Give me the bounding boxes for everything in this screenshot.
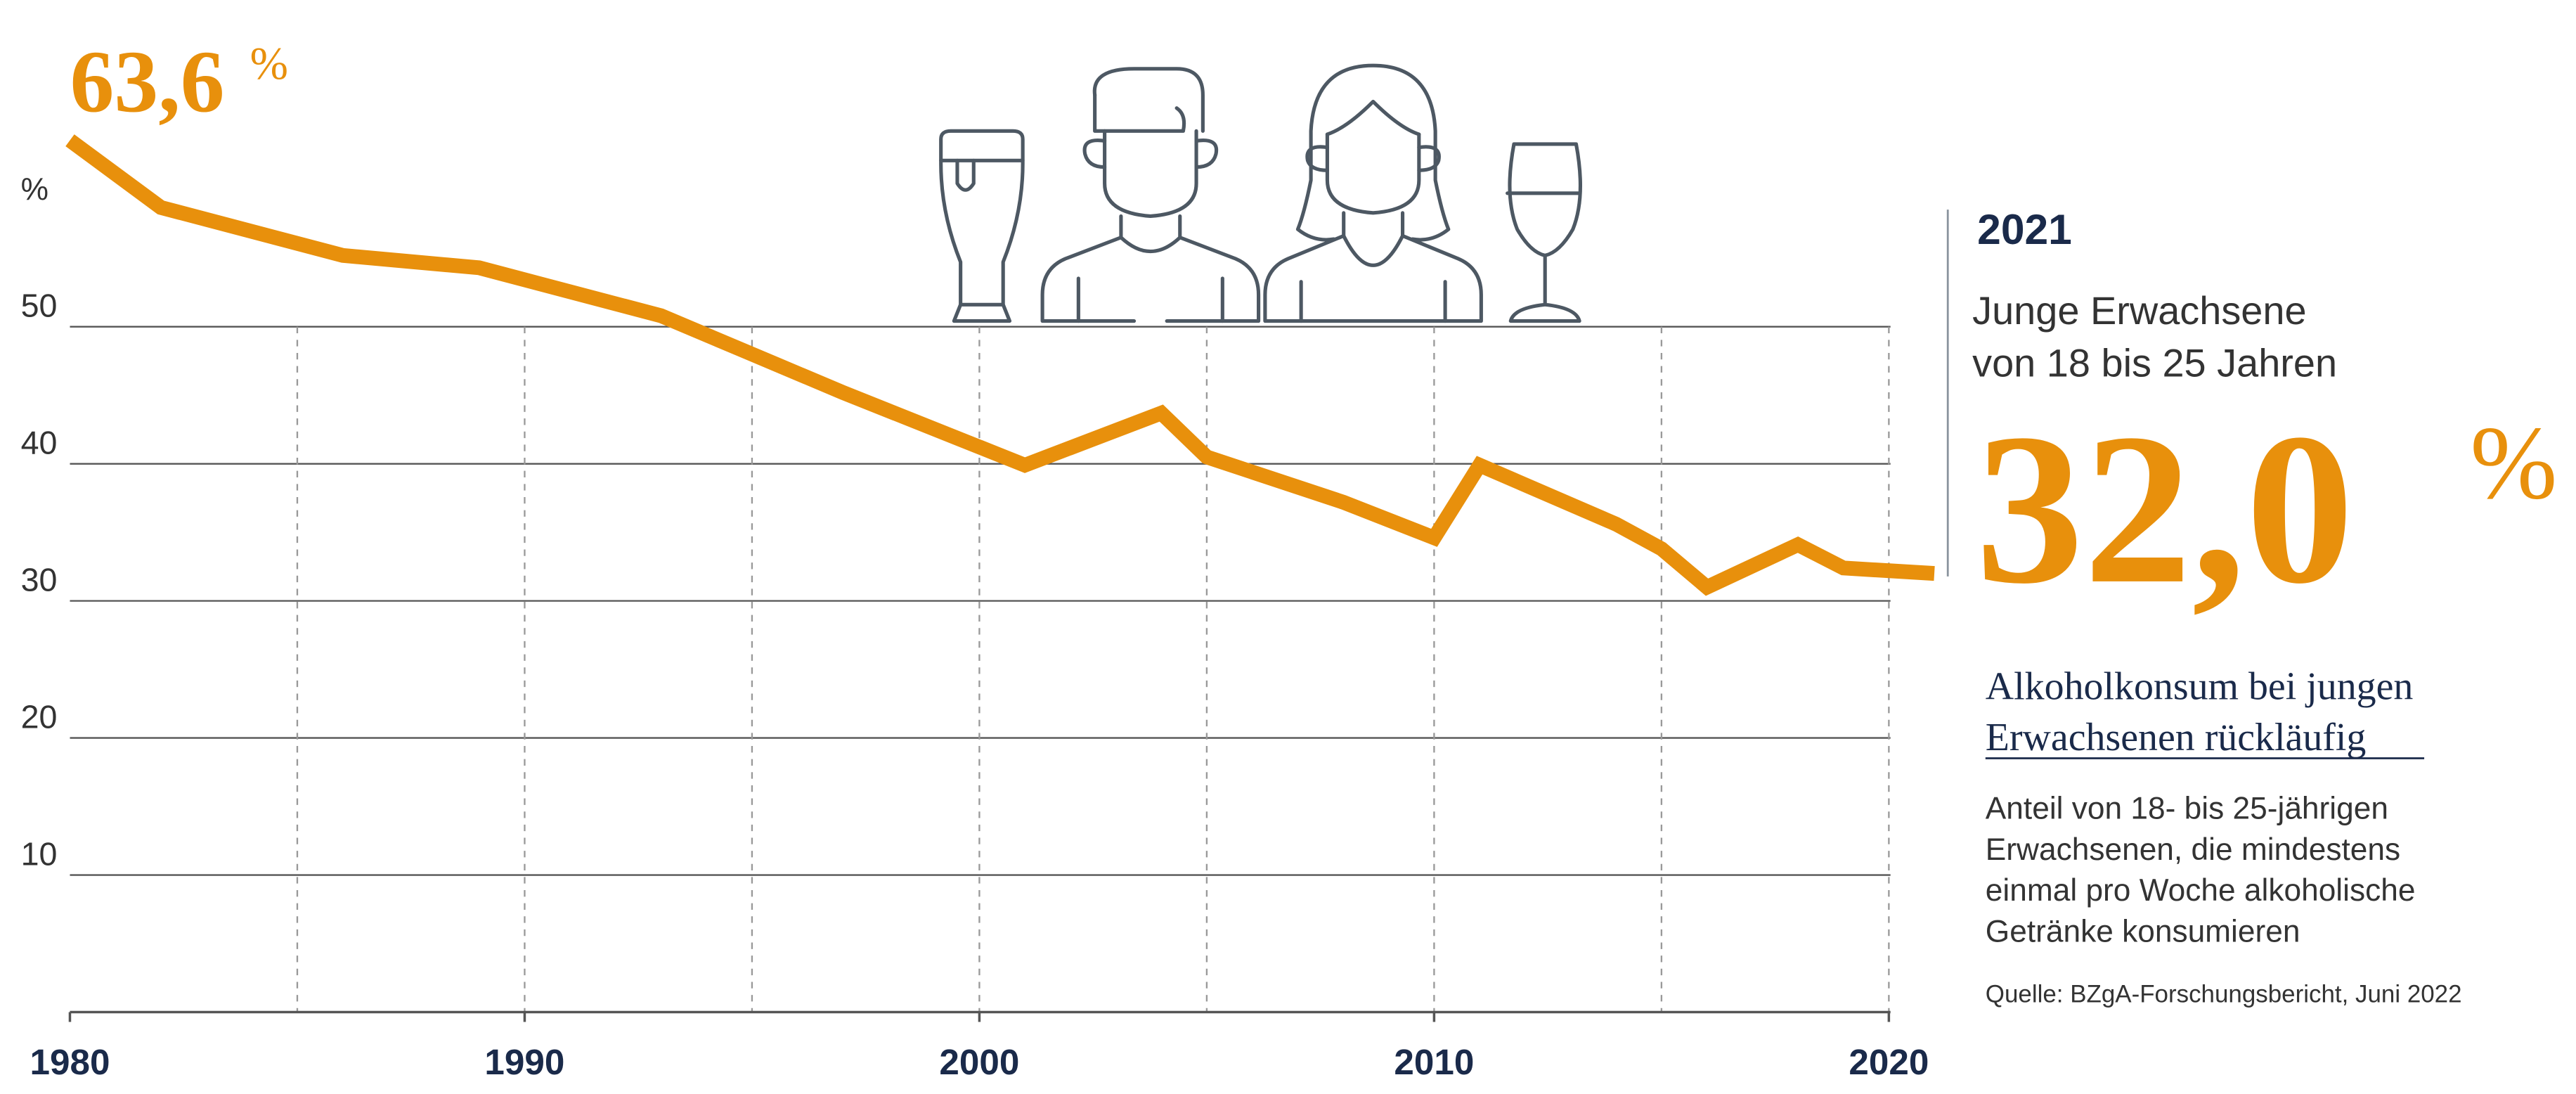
- man-icon: [1040, 67, 1261, 323]
- panel-year: 2021: [1977, 205, 2072, 253]
- panel-heading: Erwachsenen rückläufig: [1986, 716, 2367, 759]
- grid: [68, 326, 1891, 1022]
- beer-icon: [939, 129, 1025, 323]
- panel-value: 32,0: [1976, 389, 2354, 629]
- panel-description: Anteil von 18- bis 25-jährigen: [1986, 792, 2388, 826]
- y-axis-label: %: [21, 172, 48, 207]
- wine-icon: [1506, 142, 1583, 323]
- panel-heading: Alkoholkonsum bei jungen: [1986, 665, 2414, 709]
- y-tick-label: 50: [21, 288, 58, 324]
- y-tick-label: 30: [21, 562, 58, 598]
- start-label: 63,6: [70, 33, 224, 131]
- panel-unit: %: [2470, 405, 2557, 521]
- panel-description: Erwachsenen, die mindestens: [1986, 832, 2400, 867]
- x-tick-label: 2020: [1849, 1042, 1929, 1082]
- x-tick-label: 2000: [939, 1042, 1019, 1082]
- x-tick-label: 1990: [484, 1042, 564, 1082]
- y-tick-label: 40: [21, 425, 58, 461]
- data-line: [65, 134, 1935, 596]
- woman-icon: [1263, 63, 1483, 323]
- start-label-unit: %: [250, 39, 288, 89]
- panel-group: Junge Erwachsene: [1972, 288, 2306, 333]
- x-tick-label: 2010: [1394, 1042, 1474, 1082]
- source: Quelle: BZgA-Forschungsbericht, Juni 202…: [1986, 981, 2462, 1008]
- icons: [939, 63, 1583, 323]
- y-tick-label: 10: [21, 836, 58, 873]
- x-tick-label: 1980: [30, 1042, 110, 1082]
- panel-description: Getränke konsumieren: [1986, 914, 2300, 948]
- y-tick-label: 20: [21, 699, 58, 735]
- panel-description: einmal pro Woche alkoholische: [1986, 873, 2416, 908]
- panel-group: von 18 bis 25 Jahren: [1972, 341, 2337, 385]
